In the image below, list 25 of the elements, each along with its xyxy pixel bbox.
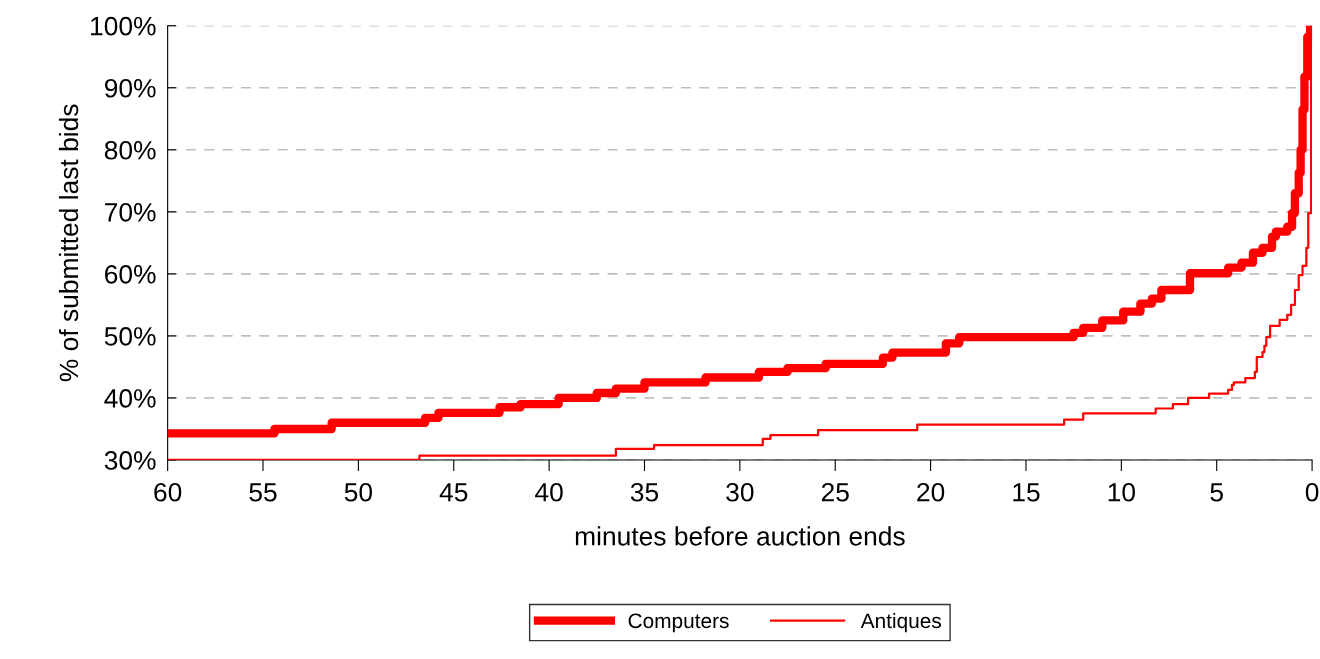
x-tick-label: 40: [535, 482, 563, 502]
x-tick-label: 60: [154, 482, 182, 502]
y-tick-label: 40%: [104, 389, 156, 408]
x-axis-title: minutes before auction ends: [575, 526, 905, 546]
y-tick-label: 70%: [105, 202, 156, 222]
x-tick-label: 15: [1013, 483, 1040, 502]
y-tick-label: 50%: [104, 327, 156, 346]
y-tick-label: 30%: [104, 451, 156, 470]
y-tick-label: 60%: [105, 265, 156, 284]
y-tick-label: 100%: [91, 16, 156, 36]
x-tick-label: 0: [1305, 482, 1319, 502]
x-tick-label: 30: [726, 482, 754, 502]
x-tick-label: 10: [1108, 482, 1135, 502]
legend-label: Computers: [628, 613, 729, 633]
y-axis-title: % of submitted last bids: [58, 104, 79, 382]
x-tick-label: 50: [344, 482, 373, 502]
x-tick-label: 25: [821, 482, 849, 502]
x-tick-label: 5: [1210, 483, 1223, 502]
y-tick-label: 90%: [104, 78, 156, 98]
x-tick-label: 20: [917, 482, 945, 502]
x-tick-label: 45: [439, 483, 468, 502]
x-tick-label: 55: [249, 483, 277, 502]
y-tick-label: 80%: [104, 140, 156, 160]
x-tick-label: 35: [630, 482, 659, 502]
legend-label: Antiques: [860, 612, 942, 633]
